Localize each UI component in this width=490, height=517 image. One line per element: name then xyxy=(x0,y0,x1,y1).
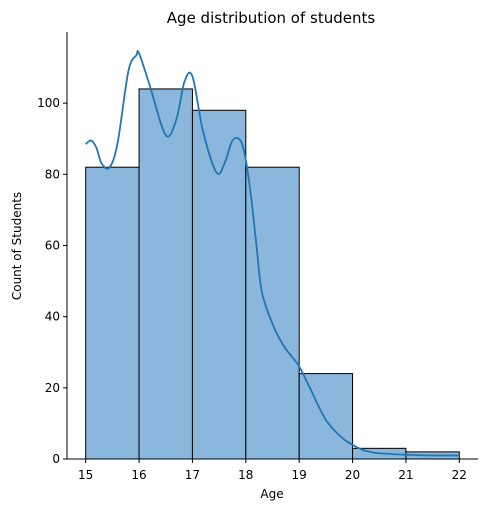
y-tick-label: 0 xyxy=(52,452,60,466)
histogram-bar xyxy=(245,166,300,460)
chart-title: Age distribution of students xyxy=(167,9,376,27)
y-tick-label: 60 xyxy=(45,239,60,253)
histogram-bar xyxy=(298,373,354,460)
x-tick-label: 20 xyxy=(345,468,360,482)
x-tick-label: 21 xyxy=(398,468,413,482)
y-tick-label: 80 xyxy=(45,167,60,181)
x-tick-label: 17 xyxy=(185,468,200,482)
y-tick-label: 100 xyxy=(37,96,60,110)
x-tick-label: 18 xyxy=(238,468,253,482)
x-axis-label: Age xyxy=(260,487,283,501)
x-tick-label: 19 xyxy=(292,468,307,482)
histogram-bar xyxy=(191,109,247,460)
y-axis-label: Count of Students xyxy=(10,192,24,300)
kde-curve xyxy=(85,50,460,457)
histogram-bar xyxy=(138,88,193,460)
y-tick-label: 20 xyxy=(45,381,60,395)
bars-group xyxy=(85,88,460,460)
x-ticks-group: 15 16 17 18 19 20 21 22 xyxy=(78,459,467,482)
y-ticks-group: 0 20 40 60 80 100 xyxy=(37,96,67,466)
x-tick-label: 16 xyxy=(131,468,146,482)
histogram-bar xyxy=(85,166,140,460)
x-tick-label: 22 xyxy=(452,468,467,482)
y-tick-label: 40 xyxy=(45,310,60,324)
x-tick-label: 15 xyxy=(78,468,93,482)
